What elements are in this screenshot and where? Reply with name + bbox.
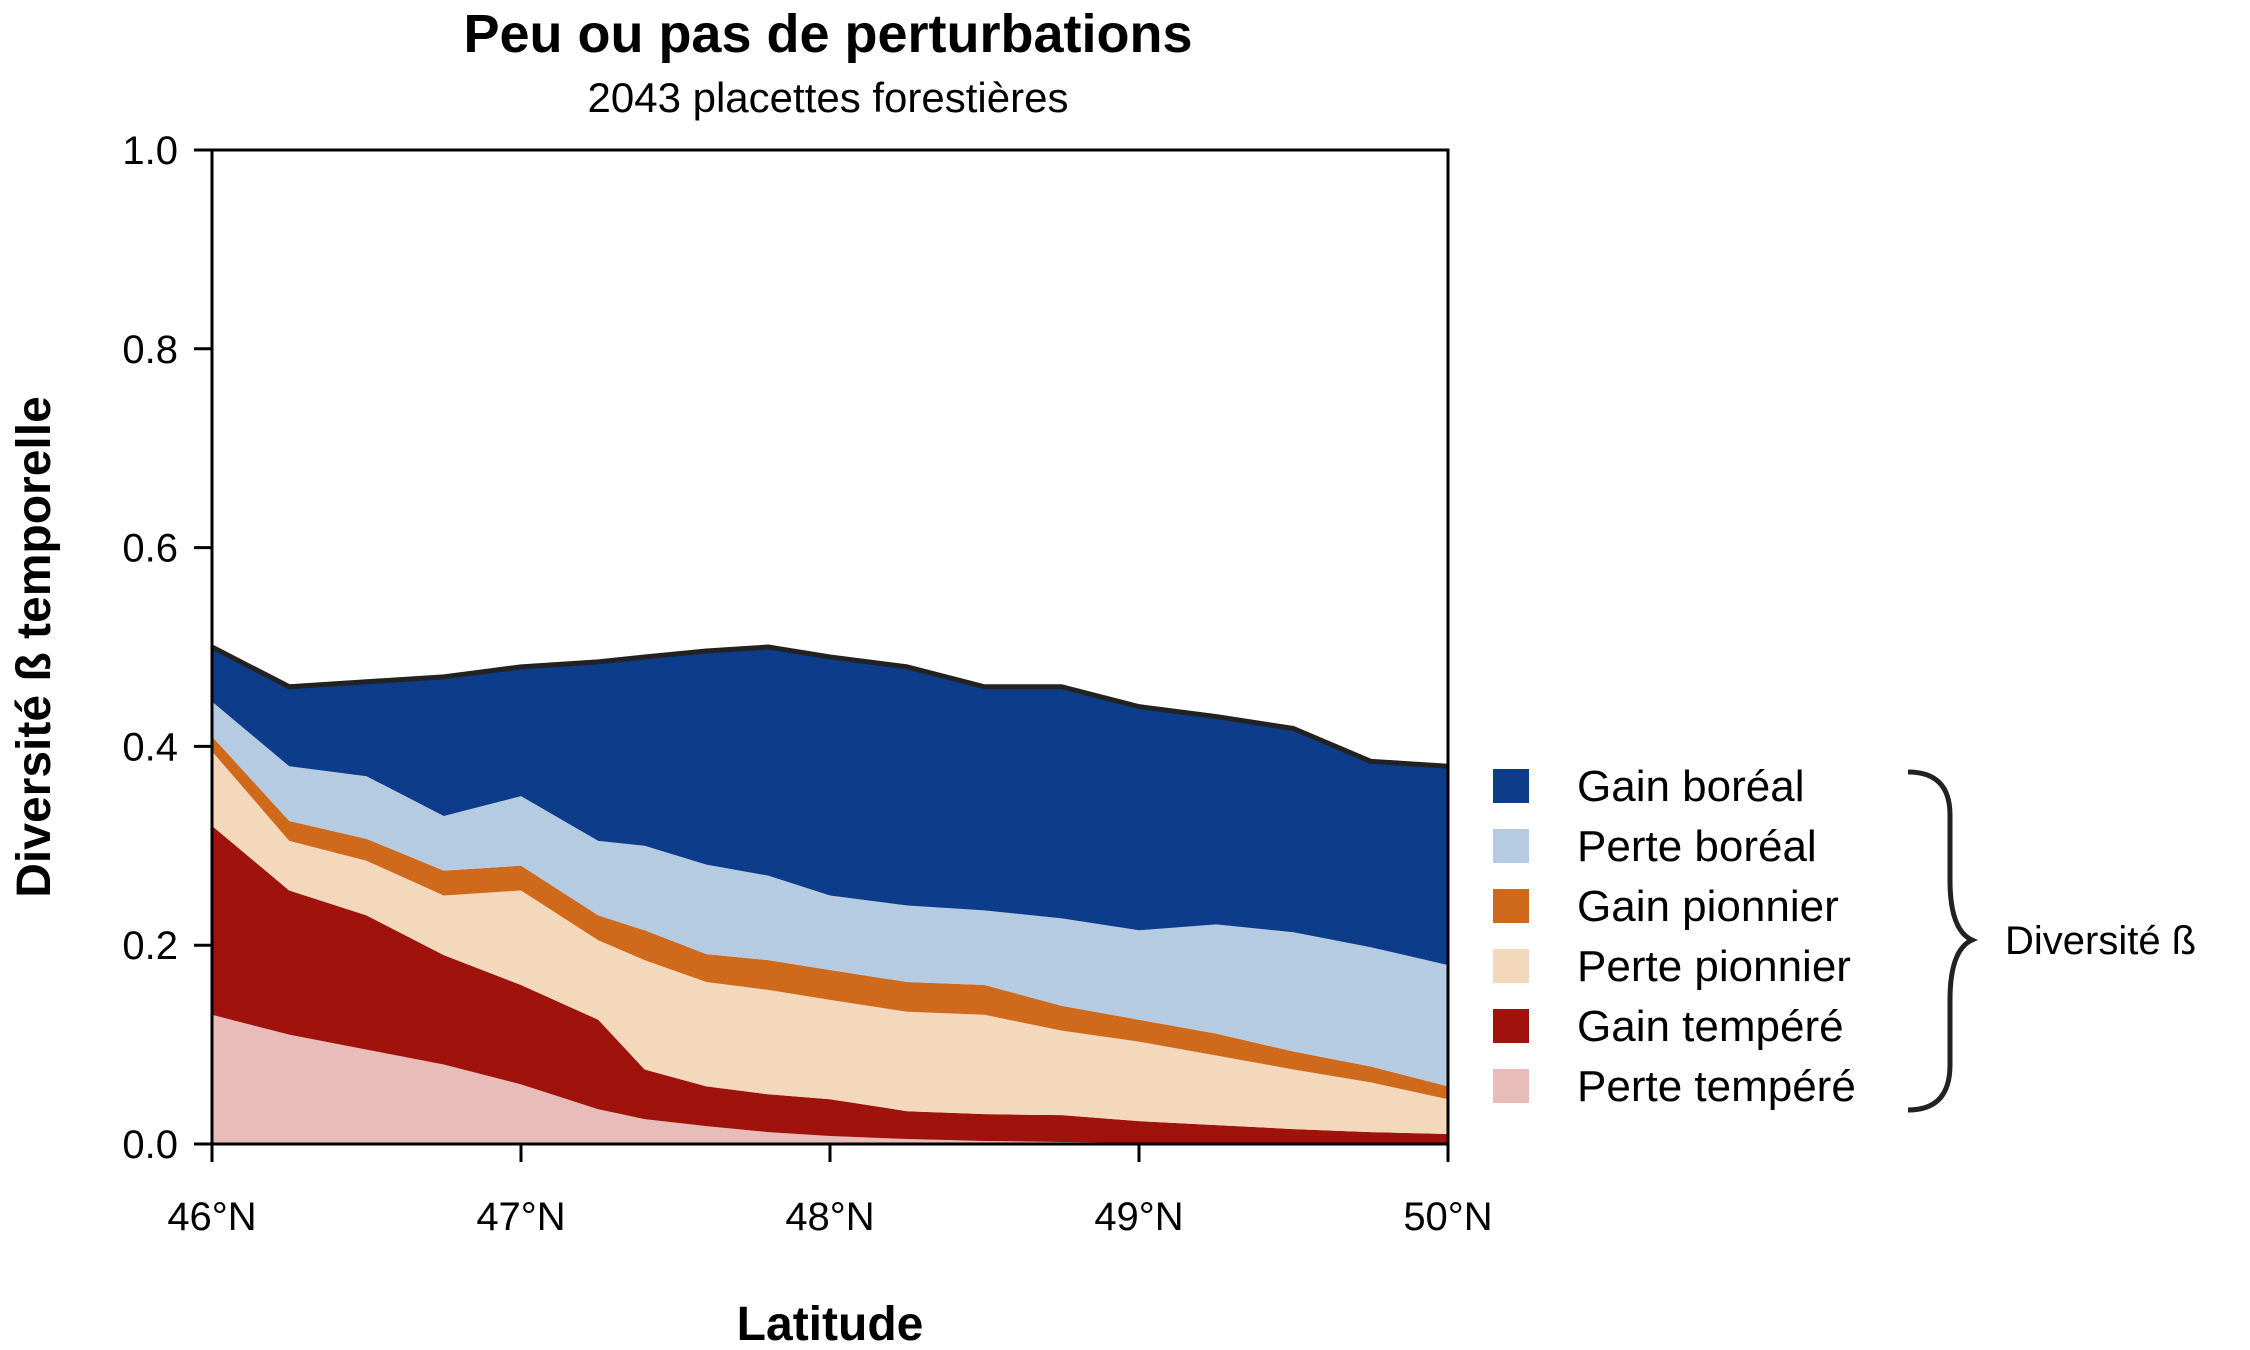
legend-swatch: [1493, 949, 1529, 983]
x-axis-title: Latitude: [737, 1298, 924, 1350]
x-tick-label: 48°N: [785, 1195, 874, 1239]
legend-group-label: Diversité ß: [2005, 919, 2196, 963]
y-tick-label: 0.0: [122, 1123, 178, 1167]
y-axis-title: Diversité ß temporelle: [8, 396, 61, 898]
legend-swatch: [1493, 769, 1529, 803]
total-line-group: [210, 644, 1449, 769]
area-gain-pionnier: [212, 736, 1448, 1100]
y-tick-label: 0.2: [122, 924, 178, 968]
legend: Gain boréal Perte boréal Gain pionnier Pert…: [1493, 762, 1856, 1111]
legend-label: Perte boréal: [1577, 822, 1817, 871]
legend-swatch: [1493, 1009, 1529, 1043]
x-tick-label: 47°N: [476, 1195, 565, 1239]
legend-label: Gain pionnier: [1577, 882, 1839, 931]
y-tick-label: 0.6: [122, 527, 178, 571]
y-tick-label: 0.4: [122, 725, 178, 769]
total-diversity-line: [210, 644, 1449, 769]
area-layers: [212, 647, 1448, 1144]
area-perte-bor-al: [212, 701, 1448, 1087]
x-tick-label: 50°N: [1403, 1195, 1492, 1239]
area-gain-temp-r-: [212, 825, 1448, 1144]
area-gain-bor-al: [212, 647, 1448, 966]
legend-label: Perte pionnier: [1577, 942, 1851, 991]
legend-label: Gain tempéré: [1577, 1002, 1844, 1051]
legend-swatch: [1493, 829, 1529, 863]
legend-swatch: [1493, 1069, 1529, 1103]
x-tick-label: 49°N: [1094, 1195, 1183, 1239]
area-perte-pionnier: [212, 751, 1448, 1135]
chart-subtitle: 2043 placettes forestières: [588, 74, 1069, 121]
area-perte-temp-r-: [212, 1014, 1448, 1144]
legend-swatch: [1493, 889, 1529, 923]
x-tick-label: 46°N: [167, 1195, 256, 1239]
legend-brace: [1907, 769, 1979, 1113]
legend-label: Gain boréal: [1577, 762, 1804, 811]
y-tick-label: 1.0: [122, 129, 178, 173]
legend-label: Perte tempéré: [1577, 1062, 1856, 1111]
chart-title: Peu ou pas de perturbations: [463, 4, 1192, 64]
x-axis: 46°N 47°N 48°N 49°N 50°N: [167, 1144, 1493, 1239]
y-axis: 0.0 0.2 0.4 0.6 0.8 1.0: [122, 129, 212, 1167]
y-tick-label: 0.8: [122, 328, 178, 372]
